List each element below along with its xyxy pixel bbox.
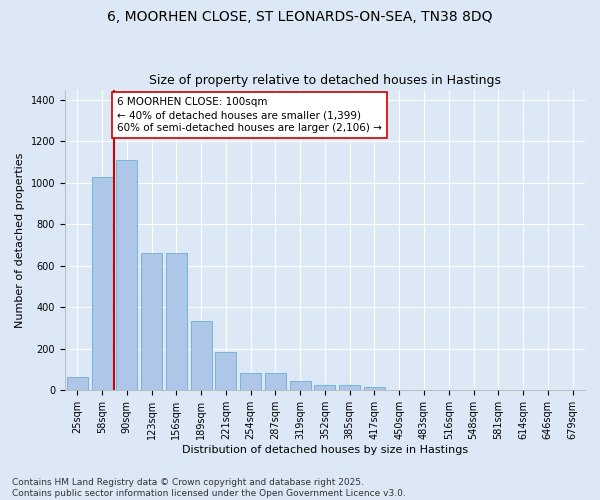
Bar (191, 321, 212, 390)
Y-axis label: Number of detached properties: Number of detached properties (15, 152, 25, 328)
Bar (290, 381, 311, 390)
Bar (314, 384, 335, 390)
Text: 6, MOORHEN CLOSE, ST LEONARDS-ON-SEA, TN38 8DQ: 6, MOORHEN CLOSE, ST LEONARDS-ON-SEA, TN… (107, 10, 493, 24)
Bar (215, 352, 236, 391)
Text: 6 MOORHEN CLOSE: 100sqm
← 40% of detached houses are smaller (1,399)
60% of semi: 6 MOORHEN CLOSE: 100sqm ← 40% of detache… (117, 97, 382, 133)
Bar (364, 387, 385, 390)
Bar (166, 254, 187, 390)
Bar (141, 254, 162, 390)
Bar (92, 176, 113, 390)
Bar (265, 372, 286, 390)
Bar (116, 160, 137, 390)
Bar (67, 378, 88, 390)
Text: Contains HM Land Registry data © Crown copyright and database right 2025.
Contai: Contains HM Land Registry data © Crown c… (12, 478, 406, 498)
X-axis label: Distribution of detached houses by size in Hastings: Distribution of detached houses by size … (182, 445, 468, 455)
Bar (339, 385, 360, 390)
Title: Size of property relative to detached houses in Hastings: Size of property relative to detached ho… (149, 74, 501, 87)
Bar (240, 372, 261, 390)
